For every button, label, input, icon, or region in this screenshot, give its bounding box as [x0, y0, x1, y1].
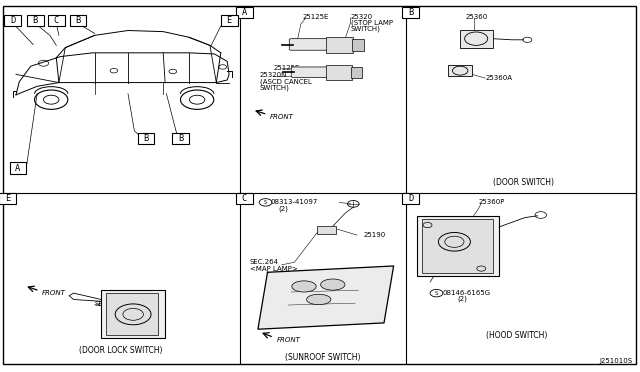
FancyBboxPatch shape [403, 7, 419, 18]
Text: 25190: 25190 [364, 232, 386, 238]
FancyBboxPatch shape [48, 15, 65, 26]
Text: SEC.264: SEC.264 [250, 259, 278, 265]
Text: 25125E: 25125E [302, 14, 328, 20]
Text: (HOOD SWITCH): (HOOD SWITCH) [486, 331, 548, 340]
Text: D: D [10, 16, 15, 25]
Text: <MAP LAMP>: <MAP LAMP> [250, 266, 298, 272]
Text: E: E [5, 194, 10, 203]
FancyBboxPatch shape [291, 67, 330, 77]
FancyBboxPatch shape [138, 133, 154, 144]
Text: 25360: 25360 [466, 14, 488, 20]
Text: 25125E: 25125E [274, 65, 300, 71]
FancyBboxPatch shape [70, 15, 86, 26]
Text: (DOOR SWITCH): (DOOR SWITCH) [493, 178, 554, 187]
Text: (2): (2) [278, 205, 288, 212]
FancyBboxPatch shape [403, 193, 419, 204]
Text: SEC.844: SEC.844 [95, 301, 124, 307]
Text: 25360A: 25360A [485, 75, 512, 81]
Bar [422, 219, 493, 273]
Text: S: S [435, 291, 438, 296]
FancyBboxPatch shape [172, 133, 189, 144]
Polygon shape [258, 266, 394, 329]
Text: 25360P: 25360P [479, 199, 505, 205]
Text: (DOOR LOCK SWITCH): (DOOR LOCK SWITCH) [79, 346, 162, 355]
FancyBboxPatch shape [236, 7, 253, 18]
Text: FRONT: FRONT [270, 114, 294, 120]
Text: (2): (2) [458, 296, 467, 302]
Text: A: A [15, 164, 20, 173]
Bar [317, 226, 336, 234]
Text: (STOP LAMP: (STOP LAMP [351, 20, 393, 26]
Text: S: S [264, 200, 267, 205]
Text: 08146-6165G: 08146-6165G [443, 290, 491, 296]
Bar [326, 65, 352, 80]
Text: B: B [143, 134, 148, 143]
FancyBboxPatch shape [221, 15, 237, 26]
Text: B: B [76, 16, 81, 25]
Text: E: E [227, 16, 232, 25]
Ellipse shape [321, 279, 345, 290]
Text: B: B [408, 8, 413, 17]
Text: FRONT: FRONT [42, 290, 66, 296]
FancyBboxPatch shape [289, 39, 328, 50]
Text: (ASCD CANCEL: (ASCD CANCEL [260, 78, 312, 85]
Text: SWITCH): SWITCH) [260, 84, 290, 91]
Bar [101, 290, 165, 338]
Bar [417, 216, 499, 276]
Bar [448, 65, 472, 76]
Bar [352, 39, 364, 51]
Ellipse shape [307, 294, 331, 305]
Text: B: B [178, 134, 183, 143]
FancyBboxPatch shape [4, 15, 21, 26]
Text: C: C [242, 194, 247, 203]
Text: SWITCH): SWITCH) [351, 26, 381, 32]
Bar [106, 293, 158, 335]
Text: 25320N: 25320N [260, 72, 287, 78]
Text: J251010S: J251010S [599, 358, 632, 364]
Bar [326, 37, 353, 53]
Text: A: A [242, 8, 247, 17]
Text: 08313-41097: 08313-41097 [271, 199, 318, 205]
Text: FRONT: FRONT [276, 337, 300, 343]
Text: (SUNROOF SWITCH): (SUNROOF SWITCH) [285, 353, 361, 362]
FancyBboxPatch shape [236, 193, 253, 204]
Ellipse shape [292, 281, 316, 292]
Text: B: B [33, 16, 38, 25]
Text: 25320: 25320 [351, 14, 373, 20]
FancyBboxPatch shape [0, 193, 16, 204]
Bar [460, 30, 493, 48]
Text: C: C [54, 16, 59, 25]
FancyBboxPatch shape [10, 163, 26, 174]
Bar [351, 67, 362, 78]
FancyBboxPatch shape [27, 15, 44, 26]
Text: D: D [408, 194, 413, 203]
